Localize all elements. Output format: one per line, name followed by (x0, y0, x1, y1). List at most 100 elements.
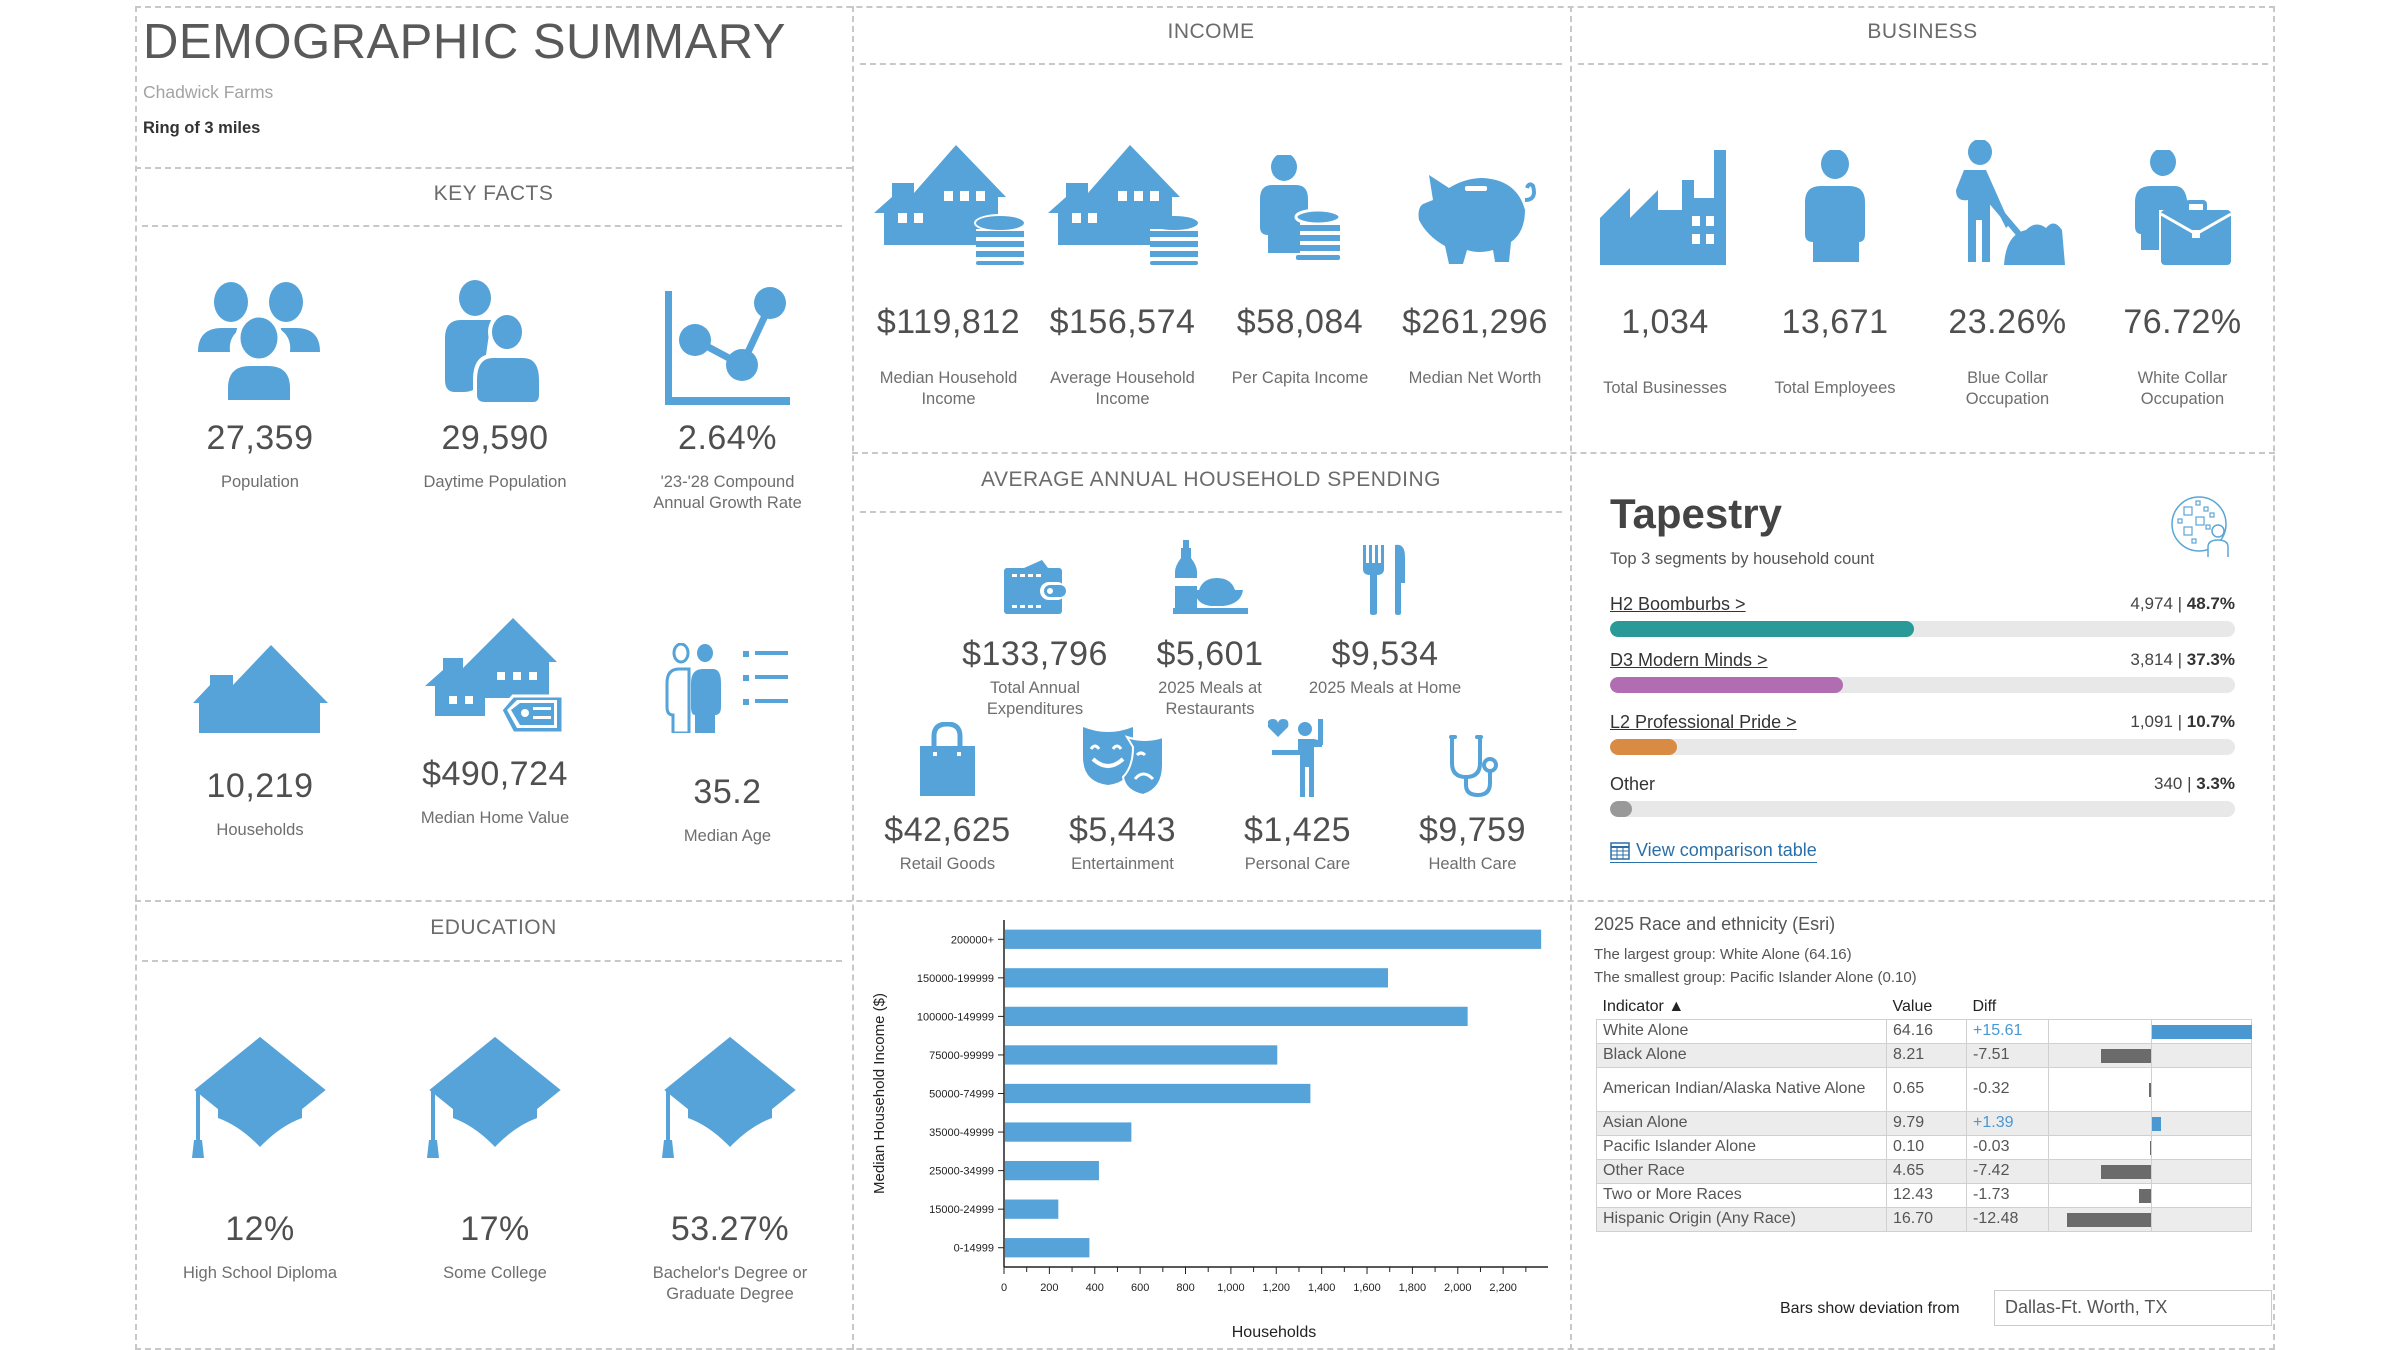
deviation-axis (2151, 1043, 2152, 1067)
factory-icon (1585, 135, 1745, 265)
stat-blue-collar: 23.26% Blue Collar Occupation (1930, 135, 2085, 410)
race-table-row: Other Race 4.65 -7.42 (1596, 1158, 2252, 1184)
table-icon (1610, 841, 1630, 860)
segment-link[interactable]: D3 Modern Minds > (1610, 650, 1768, 670)
stat-high-school: 12% High School Diploma (165, 1030, 355, 1284)
race-diff: -1.73 (1966, 1182, 2049, 1208)
daytime-population-label: Daytime Population (423, 473, 567, 491)
deviation-axis (2151, 1135, 2152, 1159)
key-facts-title: KEY FACTS (433, 182, 554, 205)
households-label: Households (216, 821, 304, 839)
race-table-row: Black Alone 8.21 -7.51 (1596, 1042, 2252, 1068)
some-college-label: Some College (443, 1264, 547, 1282)
y-tick-label: 15000-24999 (929, 1204, 994, 1216)
race-diff: +15.61 (1966, 1018, 2049, 1044)
segment-count: 4,974 (2130, 594, 2173, 613)
segment-bar-track (1610, 621, 2235, 637)
race-diff: -12.48 (1966, 1206, 2049, 1232)
graduation-cap-icon (165, 1030, 355, 1160)
race-table-row: American Indian/Alaska Native Alone 0.65-… (1596, 1066, 2252, 1112)
x-tick-label: 200 (1040, 1282, 1058, 1294)
y-tick-label: 150000-199999 (917, 973, 994, 985)
bar-0-14999 (1005, 1238, 1090, 1258)
high-school-value: 12% (225, 1210, 295, 1248)
x-axis-label: Households (1232, 1324, 1317, 1340)
households-value: 10,219 (206, 767, 314, 805)
view-comparison-table-link[interactable]: View comparison table (1610, 840, 1817, 863)
median-age-value: 35.2 (693, 773, 762, 811)
segment-link[interactable]: H2 Boomburbs > (1610, 594, 1746, 614)
divider-income-title (860, 63, 1562, 65)
stat-total-employees: 13,671 Total Employees (1755, 135, 1915, 399)
y-tick-label: 0-14999 (954, 1243, 994, 1255)
stat-per-capita-income: $58,084 Per Capita Income (1220, 135, 1380, 389)
y-tick-label: 35000-49999 (929, 1127, 994, 1139)
x-tick-label: 2,200 (1489, 1282, 1517, 1294)
race-deviation-bar-cell (2048, 1158, 2252, 1184)
y-tick-label: 200000+ (951, 934, 994, 946)
y-tick-label: 50000-74999 (929, 1089, 994, 1101)
race-deviation-bar-cell (2048, 1134, 2252, 1160)
race-value: 4.65 (1886, 1158, 1967, 1184)
race-value: 9.79 (1886, 1110, 1967, 1136)
deviation-axis (2151, 1019, 2152, 1043)
divider-col-1 (852, 6, 854, 1350)
tapestry-segment: L2 Professional Pride > 1,091 | 10.7% (1610, 712, 2235, 755)
median-net-worth-value: $261,296 (1402, 303, 1548, 341)
per-capita-income-label: Per Capita Income (1231, 369, 1369, 387)
median-household-income-label: Median Household Income (879, 369, 1018, 408)
stat-growth-rate: 2.64% '23-'28 Compound Annual Growth Rat… (635, 275, 820, 514)
growth-rate-value: 2.64% (678, 419, 777, 457)
income-distribution-chart: 200000+ 150000-199999 100000-149999 75000-9… (871, 920, 1548, 1340)
page-title: DEMOGRAPHIC SUMMARY (143, 15, 786, 69)
segment-stats: 4,974 | 48.7% (2130, 594, 2235, 613)
border-top (135, 6, 2275, 8)
race-diff: -7.51 (1966, 1042, 2049, 1068)
median-home-value-value: $490,724 (422, 755, 568, 793)
bar-150000-199999 (1005, 968, 1388, 988)
border-right (2273, 6, 2275, 1350)
race-deviation-bar-cell (2048, 1206, 2252, 1232)
race-value: 16.70 (1886, 1206, 1967, 1232)
divider-row-2 (135, 900, 2275, 902)
health-care-label: Health Care (1428, 855, 1517, 873)
column-header-diff[interactable]: Diff (1972, 997, 1997, 1015)
x-tick-label: 0 (1001, 1282, 1007, 1294)
deviation-area-select[interactable]: Dallas-Ft. Worth, TX (1994, 1290, 2272, 1326)
segment-bar-track (1610, 801, 2235, 817)
stat-bachelors: 53.27% Bachelor's Degree or Graduate Deg… (620, 1030, 840, 1305)
race-table-row: Two or More Races 12.43 -1.73 (1596, 1182, 2252, 1208)
employee-icon (1755, 135, 1915, 265)
stat-median-household-income: $119,812 Median Household Income (866, 135, 1031, 410)
population-value: 27,359 (206, 419, 314, 457)
spending-title: AVERAGE ANNUAL HOUSEHOLD SPENDING (981, 468, 1441, 491)
deviation-axis (2151, 1067, 2152, 1111)
bar-200000+ (1005, 929, 1542, 949)
bachelors-value: 53.27% (670, 1210, 790, 1248)
personal-care-icon (1220, 712, 1375, 797)
x-tick-label: 800 (1176, 1282, 1194, 1294)
race-diff: -7.42 (1966, 1158, 2049, 1184)
column-header-indicator[interactable]: Indicator ▲ (1602, 997, 1685, 1015)
x-tick-label: 2,000 (1444, 1282, 1472, 1294)
business-title: BUSINESS (1867, 20, 1978, 43)
piggy-bank-icon (1395, 135, 1555, 265)
theater-masks-icon (1045, 712, 1200, 797)
daytime-people-icon (405, 275, 585, 405)
segment-bar-fill (1610, 677, 1844, 693)
segment-label: Other (1610, 774, 1656, 794)
entertainment-label: Entertainment (1071, 855, 1174, 873)
stat-white-collar: 76.72% White Collar Occupation (2105, 135, 2260, 410)
y-tick-label: 100000-149999 (917, 1011, 994, 1023)
stat-median-home-value: $490,724 Median Home Value (405, 618, 585, 829)
total-expenditures-value: $133,796 (962, 635, 1108, 673)
deviation-bar (2150, 1140, 2151, 1155)
bachelors-label: Bachelor's Degree or Graduate Degree (652, 1264, 808, 1303)
high-school-label: High School Diploma (182, 1264, 338, 1282)
segment-link[interactable]: L2 Professional Pride > (1610, 712, 1797, 732)
deviation-bar (2100, 1048, 2151, 1063)
race-value: 0.10 (1886, 1134, 1967, 1160)
column-header-value[interactable]: Value (1892, 997, 1933, 1015)
stat-average-household-income: $156,574 Average Household Income (1040, 135, 1205, 410)
white-collar-value: 76.72% (2123, 303, 2242, 341)
